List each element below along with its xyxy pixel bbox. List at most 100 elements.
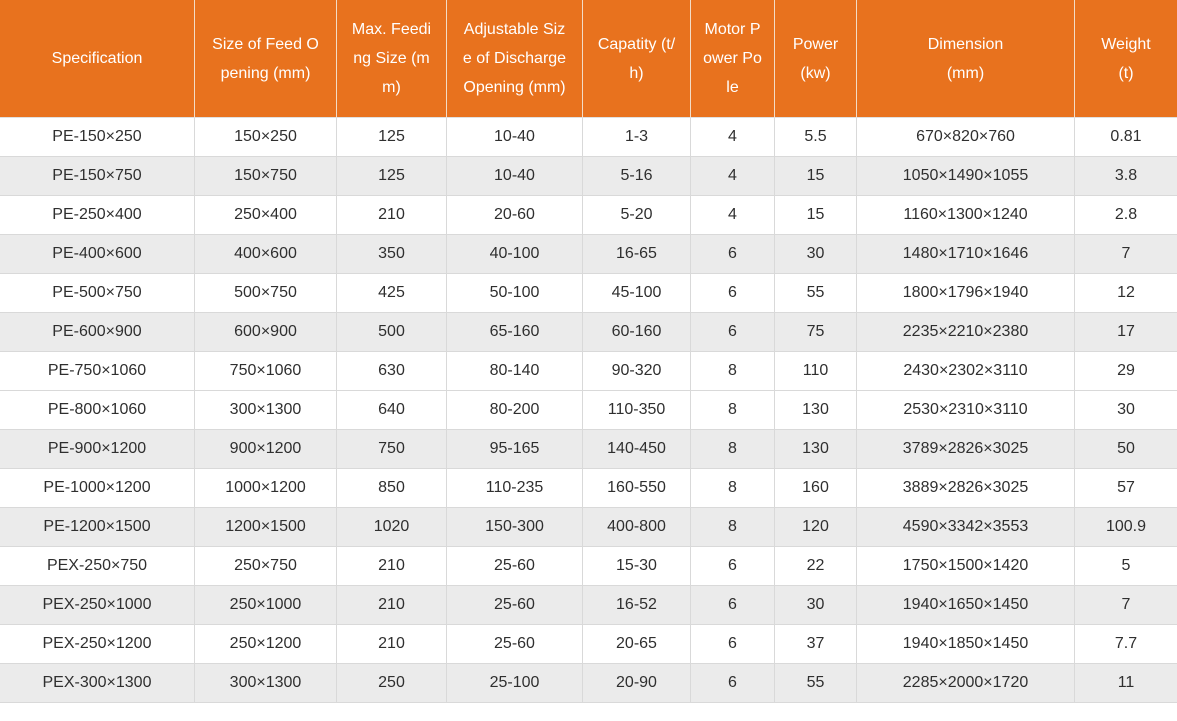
table-cell: PEX-250×750	[0, 547, 195, 586]
table-cell: 750	[337, 430, 447, 469]
table-cell: 120	[775, 508, 857, 547]
table-cell: 7	[1075, 586, 1177, 625]
table-cell: 210	[337, 586, 447, 625]
table-cell: PE-750×1060	[0, 352, 195, 391]
table-cell: 1750×1500×1420	[857, 547, 1075, 586]
table-cell: 25-60	[447, 625, 583, 664]
table-row: PE-800×1060 300×1300 640 80-200 110-350 8 130 2…	[0, 391, 1177, 430]
table-cell: PE-400×600	[0, 235, 195, 274]
table-cell: 4	[691, 157, 775, 196]
table-cell: 15	[775, 157, 857, 196]
table-cell: 300×1300	[195, 664, 337, 703]
table-cell: PE-600×900	[0, 313, 195, 352]
table-cell: 2285×2000×1720	[857, 664, 1075, 703]
column-header: Weight (t)	[1075, 0, 1177, 118]
table-row: PE-900×1200 900×1200 750 95-165 140-450 8 130 3…	[0, 430, 1177, 469]
table-cell: 6	[691, 664, 775, 703]
table-cell: PE-1000×1200	[0, 469, 195, 508]
table-cell: 11	[1075, 664, 1177, 703]
table-cell: 100.9	[1075, 508, 1177, 547]
table-cell: 1050×1490×1055	[857, 157, 1075, 196]
table-cell: 110	[775, 352, 857, 391]
table-cell: 1800×1796×1940	[857, 274, 1075, 313]
table-cell: 4	[691, 118, 775, 157]
table-cell: 250×1000	[195, 586, 337, 625]
table-cell: PEX-250×1200	[0, 625, 195, 664]
table-cell: 110-235	[447, 469, 583, 508]
table-cell: 630	[337, 352, 447, 391]
column-header: Specification	[0, 0, 195, 118]
table-cell: 10-40	[447, 118, 583, 157]
specification-table: Specification Size of Feed O pening (mm) M…	[0, 0, 1177, 703]
table-row: PE-150×750 150×750 125 10-40 5-16 4 15 1050×149…	[0, 157, 1177, 196]
table-cell: 2235×2210×2380	[857, 313, 1075, 352]
table-cell: 350	[337, 235, 447, 274]
table-cell: 400×600	[195, 235, 337, 274]
table-cell: 500	[337, 313, 447, 352]
column-header: Power (kw)	[775, 0, 857, 118]
table-cell: 10-40	[447, 157, 583, 196]
table-cell: 140-450	[583, 430, 691, 469]
table-cell: 900×1200	[195, 430, 337, 469]
table-row: PEX-250×1200 250×1200 210 25-60 20-65 6 37 1940…	[0, 625, 1177, 664]
table-cell: 160	[775, 469, 857, 508]
table-cell: 20-65	[583, 625, 691, 664]
table-cell: 37	[775, 625, 857, 664]
table-cell: PE-250×400	[0, 196, 195, 235]
table-cell: 8	[691, 391, 775, 430]
table-cell: 125	[337, 157, 447, 196]
column-header: Adjustable Siz e of Discharge Opening (m…	[447, 0, 583, 118]
table-cell: PEX-250×1000	[0, 586, 195, 625]
table-cell: 8	[691, 469, 775, 508]
table-cell: 1200×1500	[195, 508, 337, 547]
table-row: PEX-250×1000 250×1000 210 25-60 16-52 6 30 1940…	[0, 586, 1177, 625]
table-cell: 1940×1850×1450	[857, 625, 1075, 664]
table-cell: 12	[1075, 274, 1177, 313]
table-cell: PE-1200×1500	[0, 508, 195, 547]
table-cell: 425	[337, 274, 447, 313]
table-cell: 250	[337, 664, 447, 703]
column-header: Motor P ower Po le	[691, 0, 775, 118]
table-cell: 2530×2310×3110	[857, 391, 1075, 430]
table-cell: 5-16	[583, 157, 691, 196]
table-cell: 150×750	[195, 157, 337, 196]
table-cell: 7.7	[1075, 625, 1177, 664]
table-cell: 16-65	[583, 235, 691, 274]
table-cell: 1020	[337, 508, 447, 547]
table-cell: 500×750	[195, 274, 337, 313]
table-cell: 6	[691, 274, 775, 313]
table-cell: PE-900×1200	[0, 430, 195, 469]
table-cell: 250×1200	[195, 625, 337, 664]
table-cell: 40-100	[447, 235, 583, 274]
table-cell: 210	[337, 196, 447, 235]
table-cell: 850	[337, 469, 447, 508]
table-cell: 75	[775, 313, 857, 352]
table-cell: 600×900	[195, 313, 337, 352]
table-row: PE-150×250 150×250 125 10-40 1-3 4 5.5 670×820×…	[0, 118, 1177, 157]
table-cell: 15-30	[583, 547, 691, 586]
table-cell: 150-300	[447, 508, 583, 547]
table-row: PEX-300×1300 300×1300 250 25-100 20-90 6 55 228…	[0, 664, 1177, 703]
table-row: PE-1000×1200 1000×1200 850 110-235 160-550 8 1…	[0, 469, 1177, 508]
table-cell: 5.5	[775, 118, 857, 157]
table-cell: 8	[691, 508, 775, 547]
table-cell: 3889×2826×3025	[857, 469, 1075, 508]
table-cell: 80-140	[447, 352, 583, 391]
table-cell: 65-160	[447, 313, 583, 352]
table-cell: 15	[775, 196, 857, 235]
column-header: Max. Feedi ng Size (m m)	[337, 0, 447, 118]
table-cell: 1480×1710×1646	[857, 235, 1075, 274]
table-cell: 25-60	[447, 547, 583, 586]
table-row: PE-1200×1500 1200×1500 1020 150-300 400-800 8…	[0, 508, 1177, 547]
table-cell: 17	[1075, 313, 1177, 352]
table-cell: 6	[691, 313, 775, 352]
table-cell: PE-150×250	[0, 118, 195, 157]
table-row: PE-250×400 250×400 210 20-60 5-20 4 15 1160×130…	[0, 196, 1177, 235]
table-cell: 55	[775, 664, 857, 703]
table-cell: 6	[691, 547, 775, 586]
table-cell: 3.8	[1075, 157, 1177, 196]
table-cell: 8	[691, 352, 775, 391]
table-cell: 6	[691, 586, 775, 625]
table-cell: 6	[691, 625, 775, 664]
table-cell: 90-320	[583, 352, 691, 391]
